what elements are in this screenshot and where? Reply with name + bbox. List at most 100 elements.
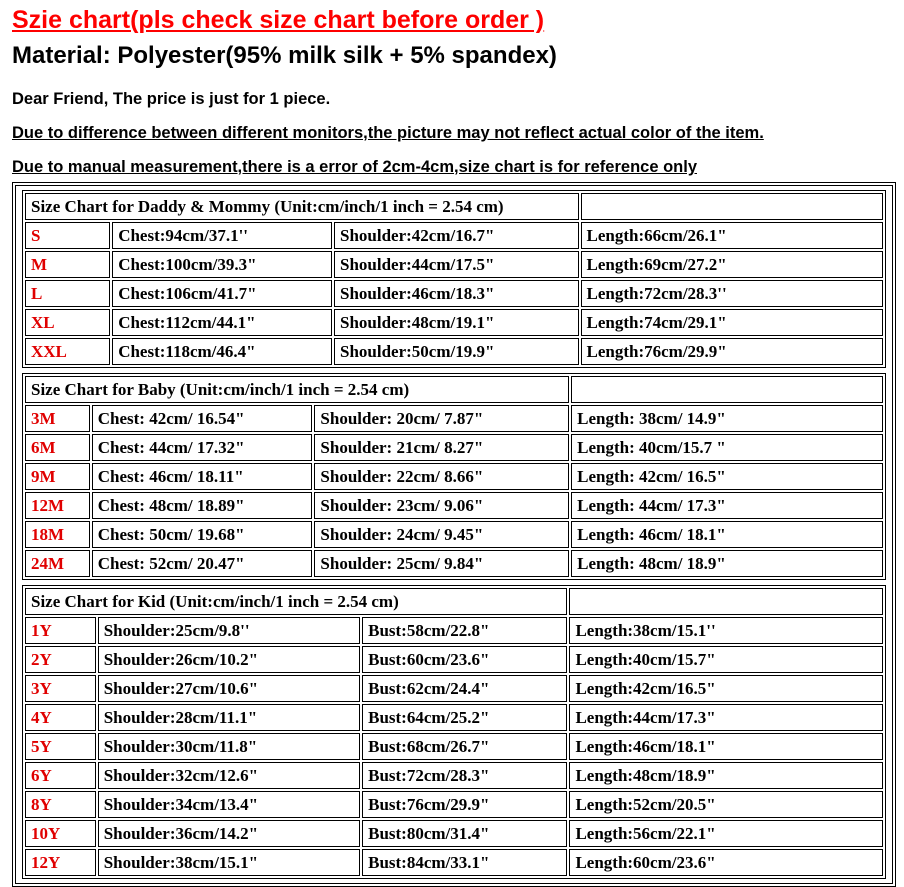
measurement-cell: Length:42cm/16.5": [569, 675, 883, 702]
page-title: Szie chart(pls check size chart before o…: [12, 6, 545, 34]
measurement-cell: Chest: 42cm/ 16.54": [91, 405, 313, 432]
size-label-cell: 2Y: [25, 646, 96, 673]
measurement-cell: Shoulder:48cm/19.1": [334, 309, 579, 336]
size-label-cell: XXL: [25, 338, 111, 365]
table-title: Size Chart for Baby (Unit:cm/inch/1 inch…: [25, 376, 570, 403]
table-row: 5Y Shoulder:30cm/11.8" Bust:68cm/26.7" Leng…: [25, 733, 883, 760]
table-row: 24M Chest: 52cm/ 20.47" Shoulder: 25cm/ 9.…: [25, 550, 883, 577]
measurement-cell: Length:44cm/17.3": [569, 704, 883, 731]
measurement-cell: Length:46cm/18.1": [569, 733, 883, 760]
table-row: 12Y Shoulder:38cm/15.1" Bust:84cm/33.1" Len…: [25, 849, 883, 876]
measurement-cell: Length:56cm/22.1": [569, 820, 883, 847]
measurement-cell: Shoulder:36cm/14.2": [97, 820, 361, 847]
size-tables-frame-inner: Size Chart for Daddy & Mommy (Unit:cm/in…: [15, 185, 893, 884]
measurement-cell: Length: 48cm/ 18.9": [571, 550, 883, 577]
measurement-cell: Chest:106cm/41.7": [112, 280, 332, 307]
size-label-cell: 12M: [25, 492, 90, 519]
measurement-cell: Length:38cm/15.1'': [569, 617, 883, 644]
measurement-cell: Chest: 52cm/ 20.47": [91, 550, 313, 577]
measurement-cell: Shoulder: 23cm/ 9.06": [314, 492, 570, 519]
measurement-cell: Shoulder:27cm/10.6": [97, 675, 361, 702]
table-row: 3Y Shoulder:27cm/10.6" Bust:62cm/24.4" Leng…: [25, 675, 883, 702]
measurement-cell: Length:40cm/15.7": [569, 646, 883, 673]
size-label-cell: 8Y: [25, 791, 96, 818]
measurement-cell: Shoulder:46cm/18.3": [334, 280, 579, 307]
measurement-cell: Shoulder:44cm/17.5": [334, 251, 579, 278]
size-label-cell: 9M: [25, 463, 90, 490]
table-row: 4Y Shoulder:28cm/11.1" Bust:64cm/25.2" Leng…: [25, 704, 883, 731]
note-measurement: Due to manual measurement,there is a err…: [12, 158, 697, 176]
measurement-cell: Length: 44cm/ 17.3": [571, 492, 883, 519]
table-title: Size Chart for Kid (Unit:cm/inch/1 inch …: [25, 588, 568, 615]
measurement-cell: Length: 38cm/ 14.9": [571, 405, 883, 432]
measurement-cell: Shoulder: 20cm/ 7.87": [314, 405, 570, 432]
measurement-cell: Bust:58cm/22.8": [362, 617, 568, 644]
measurement-cell: Length: 42cm/ 16.5": [571, 463, 883, 490]
size-label-cell: S: [25, 222, 111, 249]
size-table-kid: Size Chart for Kid (Unit:cm/inch/1 inch …: [22, 585, 886, 879]
size-table-baby: Size Chart for Baby (Unit:cm/inch/1 inch…: [22, 373, 886, 580]
table-row: 2Y Shoulder:26cm/10.2" Bust:60cm/23.6" Leng…: [25, 646, 883, 673]
size-label-cell: 4Y: [25, 704, 96, 731]
measurement-cell: Shoulder:34cm/13.4": [97, 791, 361, 818]
measurement-cell: Shoulder:28cm/11.1": [97, 704, 361, 731]
measurement-cell: Length:69cm/27.2": [580, 251, 883, 278]
measurement-cell: Length:76cm/29.9": [580, 338, 883, 365]
measurement-cell: Shoulder:42cm/16.7": [334, 222, 579, 249]
measurement-cell: Chest:100cm/39.3": [112, 251, 332, 278]
measurement-cell: Shoulder:50cm/19.9": [334, 338, 579, 365]
measurement-cell: Chest:118cm/46.4": [112, 338, 332, 365]
measurement-cell: Shoulder:26cm/10.2": [97, 646, 361, 673]
size-label-cell: L: [25, 280, 111, 307]
note-price: Dear Friend, The price is just for 1 pie…: [12, 90, 331, 108]
measurement-cell: Shoulder:25cm/9.8'': [97, 617, 361, 644]
table-row: XL Chest:112cm/44.1" Shoulder:48cm/19.1" Le…: [25, 309, 883, 336]
measurement-cell: Chest:112cm/44.1": [112, 309, 332, 336]
measurement-cell: Chest: 46cm/ 18.11": [91, 463, 313, 490]
measurement-cell: Chest:94cm/37.1'': [112, 222, 332, 249]
table-title-row: Size Chart for Baby (Unit:cm/inch/1 inch…: [25, 376, 883, 403]
measurement-cell: Shoulder: 21cm/ 8.27": [314, 434, 570, 461]
measurement-cell: Shoulder: 22cm/ 8.66": [314, 463, 570, 490]
measurement-cell: Bust:60cm/23.6": [362, 646, 568, 673]
size-label-cell: 10Y: [25, 820, 96, 847]
measurement-cell: Bust:68cm/26.7": [362, 733, 568, 760]
table-title-spacer: [580, 193, 883, 220]
table-row: L Chest:106cm/41.7" Shoulder:46cm/18.3" Len…: [25, 280, 883, 307]
measurement-cell: Length: 46cm/ 18.1": [571, 521, 883, 548]
measurement-cell: Length:48cm/18.9": [569, 762, 883, 789]
size-label-cell: 3Y: [25, 675, 96, 702]
table-row: XXL Chest:118cm/46.4" Shoulder:50cm/19.9" L…: [25, 338, 883, 365]
measurement-cell: Shoulder: 25cm/ 9.84": [314, 550, 570, 577]
measurement-cell: Length:66cm/26.1": [580, 222, 883, 249]
size-label-cell: M: [25, 251, 111, 278]
measurement-cell: Length:52cm/20.5": [569, 791, 883, 818]
table-row: 3M Chest: 42cm/ 16.54" Shoulder: 20cm/ 7.8…: [25, 405, 883, 432]
material-heading: Material: Polyester(95% milk silk + 5% s…: [12, 42, 557, 69]
table-title-spacer: [569, 588, 883, 615]
measurement-cell: Bust:62cm/24.4": [362, 675, 568, 702]
size-label-cell: 1Y: [25, 617, 96, 644]
table-title-spacer: [571, 376, 883, 403]
table-title: Size Chart for Daddy & Mommy (Unit:cm/in…: [25, 193, 579, 220]
table-row: 6Y Shoulder:32cm/12.6" Bust:72cm/28.3" Leng…: [25, 762, 883, 789]
size-label-cell: 18M: [25, 521, 90, 548]
table-title-row: Size Chart for Kid (Unit:cm/inch/1 inch …: [25, 588, 883, 615]
size-label-cell: 12Y: [25, 849, 96, 876]
measurement-cell: Length:60cm/23.6": [569, 849, 883, 876]
size-chart-document: Szie chart(pls check size chart before o…: [12, 6, 896, 887]
measurement-cell: Bust:80cm/31.4": [362, 820, 568, 847]
measurement-cell: Chest: 48cm/ 18.89": [91, 492, 313, 519]
measurement-cell: Bust:76cm/29.9": [362, 791, 568, 818]
measurement-cell: Shoulder:30cm/11.8": [97, 733, 361, 760]
size-label-cell: 3M: [25, 405, 90, 432]
measurement-cell: Bust:84cm/33.1": [362, 849, 568, 876]
size-label-cell: 24M: [25, 550, 90, 577]
size-table-daddy-mommy: Size Chart for Daddy & Mommy (Unit:cm/in…: [22, 190, 886, 368]
table-row: 18M Chest: 50cm/ 19.68" Shoulder: 24cm/ 9.…: [25, 521, 883, 548]
note-monitor: Due to difference between different moni…: [12, 124, 764, 142]
measurement-cell: Length:74cm/29.1": [580, 309, 883, 336]
table-row: 12M Chest: 48cm/ 18.89" Shoulder: 23cm/ 9.…: [25, 492, 883, 519]
measurement-cell: Shoulder:32cm/12.6": [97, 762, 361, 789]
measurement-cell: Length:72cm/28.3'': [580, 280, 883, 307]
